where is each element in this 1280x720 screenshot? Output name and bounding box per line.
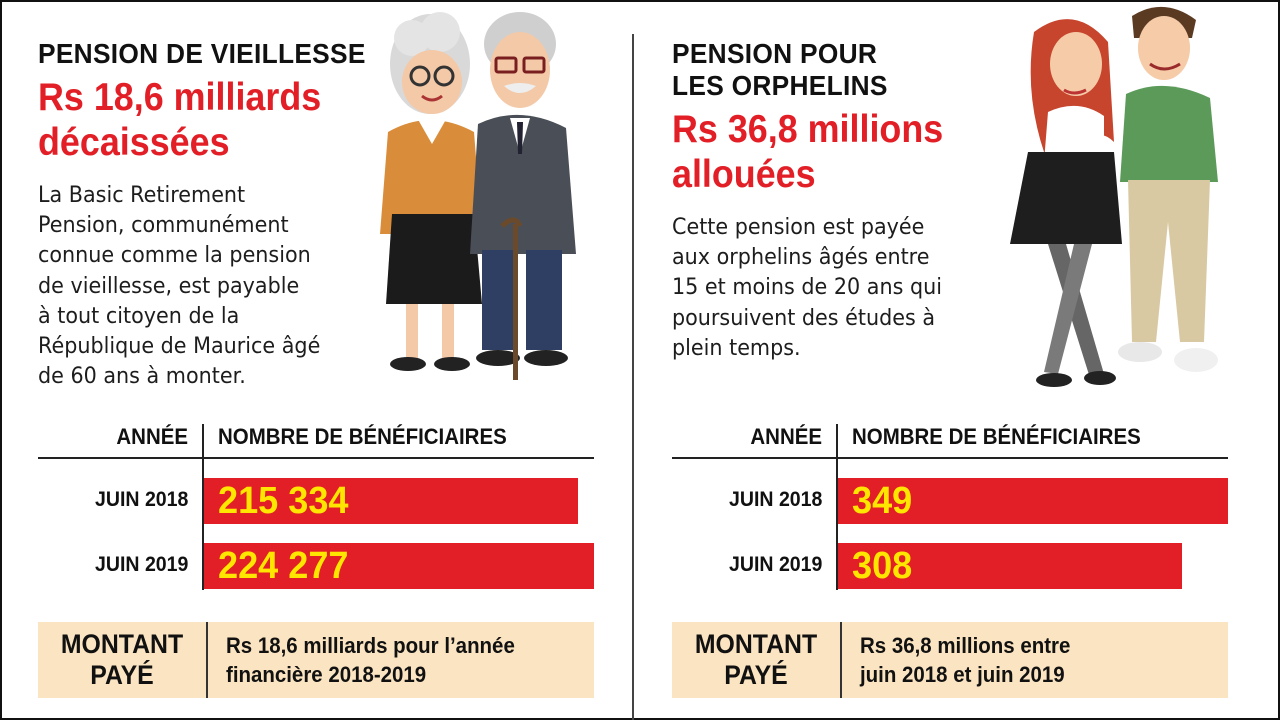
amount-paid-text-line: Rs 18,6 milliards pour l’année bbox=[226, 633, 515, 658]
amount-paid-separator bbox=[840, 622, 842, 698]
description-line: aux orphelins âgés entre bbox=[672, 244, 930, 271]
column-header-year: ANNÉE bbox=[750, 424, 822, 449]
description-line: de vieillesse, est payable bbox=[38, 272, 300, 299]
panel-kicker-line: LES ORPHELINS bbox=[672, 70, 888, 102]
bar-value-label: 349 bbox=[852, 480, 913, 522]
column-header-year: ANNÉE bbox=[116, 424, 188, 449]
bar-value-label: 224 277 bbox=[218, 545, 349, 587]
headline-line-2: allouées bbox=[672, 153, 816, 196]
old-age-pension-panel: PENSION DE VIEILLESSE Rs 18,6 milliards … bbox=[0, 0, 632, 720]
amount-paid-box bbox=[672, 622, 1228, 698]
headline-line-1: Rs 36,8 millions bbox=[672, 108, 944, 151]
bar-value-label: 215 334 bbox=[218, 480, 349, 522]
table-rule bbox=[672, 457, 1228, 459]
bar-juin-2019 bbox=[838, 543, 1182, 589]
row-label-2018: JUIN 2018 bbox=[94, 488, 188, 511]
bar-juin-2018 bbox=[838, 478, 1228, 524]
description-text: La Basic Retirement Pension, communément… bbox=[38, 180, 320, 391]
amount-paid-label: MONTANT PAYÉ bbox=[686, 629, 826, 691]
elderly-couple-illustration bbox=[380, 12, 576, 380]
young-couple-illustration bbox=[1010, 6, 1218, 387]
description-line: 15 et moins de 20 ans qui bbox=[672, 274, 942, 301]
bar-juin-2018 bbox=[204, 478, 578, 524]
amount-paid-text-line: financière 2018-2019 bbox=[226, 662, 427, 687]
table-column-rule bbox=[836, 424, 838, 590]
row-label-2019: JUIN 2019 bbox=[728, 553, 822, 576]
headline-line-2: décaissées bbox=[38, 121, 230, 164]
headline-line-1: Rs 18,6 milliards bbox=[38, 76, 322, 119]
description-line: Cette pension est payée bbox=[672, 214, 925, 240]
row-label-2018: JUIN 2018 bbox=[728, 488, 822, 511]
description-line: La Basic Retirement bbox=[38, 182, 246, 208]
table-rule bbox=[38, 457, 594, 459]
amount-paid-text: Rs 18,6 milliards pour l’année financièr… bbox=[226, 631, 515, 689]
description-line: Pension, communément bbox=[38, 212, 289, 239]
column-header-beneficiaries: NOMBRE DE BÉNÉFICIAIRES bbox=[852, 424, 1141, 449]
panel-kicker: PENSION DE VIEILLESSE bbox=[38, 38, 366, 69]
amount-paid-text-line: Rs 36,8 millions entre bbox=[860, 633, 1071, 658]
bar-juin-2019 bbox=[204, 543, 594, 589]
description-line: à tout citoyen de la bbox=[38, 302, 240, 329]
amount-paid-box bbox=[38, 622, 594, 698]
amount-paid-label-line: PAYÉ bbox=[90, 660, 154, 690]
description-line: poursuivent des études à bbox=[672, 304, 936, 331]
panel-kicker: PENSION POUR LES ORPHELINS bbox=[672, 38, 888, 103]
amount-paid-separator bbox=[206, 622, 208, 698]
description-line: plein temps. bbox=[672, 334, 801, 361]
amount-paid-text-line: juin 2018 et juin 2019 bbox=[860, 662, 1065, 687]
table-column-rule bbox=[202, 424, 204, 590]
panel-kicker-line: PENSION POUR bbox=[672, 38, 878, 69]
orphan-pension-panel: PENSION POUR LES ORPHELINS Rs 36,8 milli… bbox=[634, 0, 1280, 720]
column-header-beneficiaries: NOMBRE DE BÉNÉFICIAIRES bbox=[218, 424, 507, 449]
description-text: Cette pension est payée aux orphelins âg… bbox=[672, 212, 942, 363]
amount-paid-label-line: MONTANT bbox=[694, 629, 818, 659]
amount-paid-label-line: MONTANT bbox=[60, 629, 184, 659]
amount-paid-label: MONTANT PAYÉ bbox=[52, 629, 192, 691]
amount-paid-text: Rs 36,8 millions entre juin 2018 et juin… bbox=[860, 631, 1070, 689]
description-line: connue comme la pension bbox=[38, 242, 311, 269]
panel-divider bbox=[632, 34, 634, 720]
bar-value-label: 308 bbox=[852, 545, 913, 587]
description-line: République de Maurice âgé bbox=[38, 333, 321, 360]
row-label-2019: JUIN 2019 bbox=[94, 553, 188, 576]
amount-paid-label-line: PAYÉ bbox=[724, 660, 788, 690]
description-line: de 60 ans à monter. bbox=[38, 363, 246, 390]
